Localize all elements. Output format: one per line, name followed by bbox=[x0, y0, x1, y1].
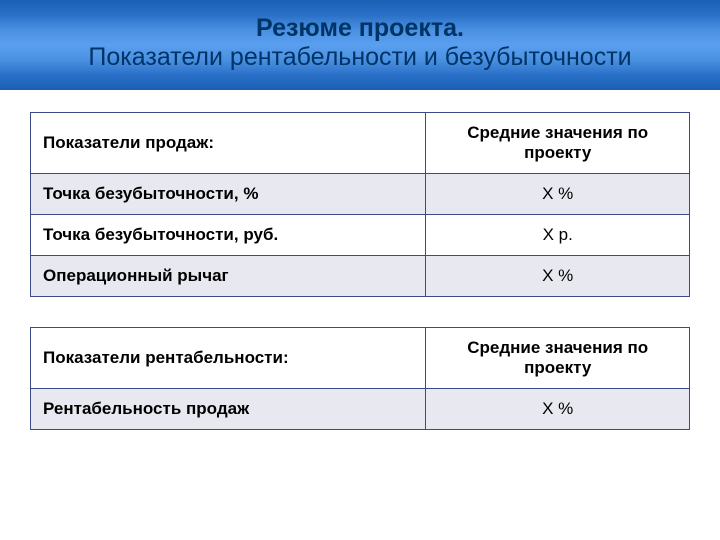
row-value: X % bbox=[426, 174, 690, 215]
row-label: Точка безубыточности, % bbox=[31, 174, 426, 215]
profitability-header-1: Показатели рентабельности: bbox=[31, 328, 426, 389]
table-row: Точка безубыточности, руб. X р. bbox=[31, 215, 690, 256]
sales-header-2: Средние значения по проекту bbox=[426, 113, 690, 174]
content-area: Показатели продаж: Средние значения по п… bbox=[0, 90, 720, 430]
row-value: X р. bbox=[426, 215, 690, 256]
table-row: Операционный рычаг X % bbox=[31, 256, 690, 297]
row-label: Рентабельность продаж bbox=[31, 389, 426, 430]
row-label: Операционный рычаг bbox=[31, 256, 426, 297]
table-row: Рентабельность продаж X % bbox=[31, 389, 690, 430]
title-sub: Показатели рентабельности и безубыточнос… bbox=[0, 43, 720, 72]
row-label: Точка безубыточности, руб. bbox=[31, 215, 426, 256]
title-bar: Резюме проекта. Показатели рентабельност… bbox=[0, 0, 720, 90]
row-value: X % bbox=[426, 256, 690, 297]
row-value: X % bbox=[426, 389, 690, 430]
profitability-header-2: Средние значения по проекту bbox=[426, 328, 690, 389]
table-row: Точка безубыточности, % X % bbox=[31, 174, 690, 215]
title-main: Резюме проекта. bbox=[0, 14, 720, 43]
profitability-table: Показатели рентабельности: Средние значе… bbox=[30, 327, 690, 430]
sales-header-1: Показатели продаж: bbox=[31, 113, 426, 174]
sales-table: Показатели продаж: Средние значения по п… bbox=[30, 112, 690, 297]
